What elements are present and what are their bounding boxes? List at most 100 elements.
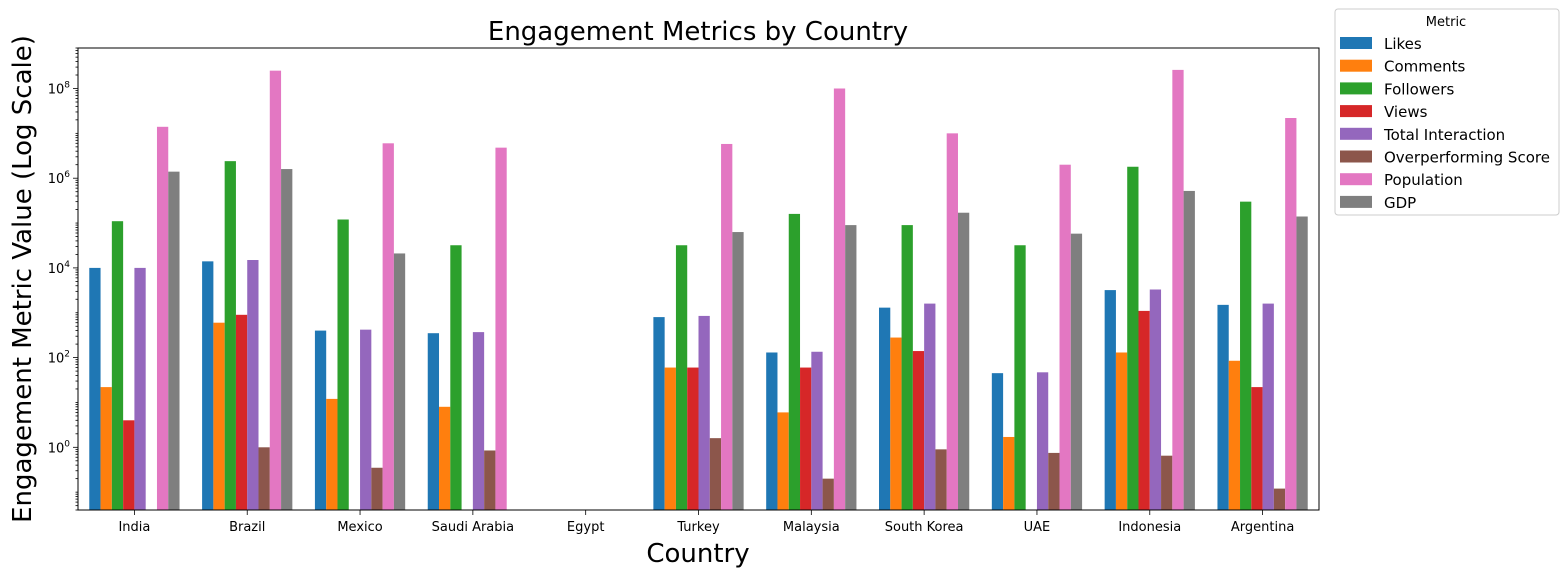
legend-label-gdp: GDP (1384, 194, 1416, 212)
bar-overperforming-score-brazil (258, 447, 270, 510)
y-tick-label: 106 (48, 170, 71, 187)
x-tick-label-india: India (118, 520, 150, 535)
bar-gdp-south-korea (957, 212, 970, 510)
bar-views-indonesia (1138, 310, 1150, 510)
bar-gdp-mexico (393, 253, 406, 510)
bar-comments-brazil (213, 322, 225, 510)
x-tick-label-brazil: Brazil (229, 520, 265, 535)
bar-comments-malaysia (777, 412, 789, 510)
legend-label-total-interaction: Total Interaction (1383, 126, 1505, 144)
bar-comments-indonesia (1115, 352, 1128, 510)
bar-population-turkey (721, 143, 733, 510)
bar-comments-uae (1003, 436, 1015, 510)
bar-overperforming-score-uae (1048, 452, 1060, 510)
legend-swatch-population (1340, 173, 1372, 186)
bar-views-malaysia (800, 367, 812, 510)
bar-gdp-uae (1070, 233, 1083, 510)
bar-likes-malaysia (766, 352, 778, 510)
bar-gdp-argentina (1296, 216, 1308, 510)
x-tick-label-mexico: Mexico (337, 520, 382, 535)
bar-views-india (123, 420, 135, 510)
bars-layer (89, 69, 1308, 511)
bar-overperforming-score-indonesia (1161, 455, 1173, 510)
bar-overperforming-score-south-korea (935, 449, 947, 510)
legend-items: Likes Comments Followers Views Total Interac… (1340, 35, 1550, 212)
legend-label-views: Views (1384, 103, 1428, 121)
legend-swatch-followers (1340, 82, 1372, 95)
bar-comments-mexico (326, 398, 338, 510)
x-tick-label-saudi-arabia: Saudi Arabia (432, 520, 515, 535)
bar-population-mexico (382, 143, 394, 511)
bar-followers-indonesia (1127, 166, 1139, 510)
bar-population-saudi-arabia (495, 147, 507, 510)
bar-overperforming-score-malaysia (822, 478, 834, 510)
legend-label-population: Population (1384, 171, 1463, 189)
y-tick-label: 102 (48, 350, 70, 367)
bar-likes-brazil (202, 261, 214, 510)
bar-population-south-korea (946, 133, 958, 510)
bar-followers-turkey (675, 245, 688, 510)
y-tick-label: 108 (48, 81, 71, 98)
bar-total-interaction-mexico (360, 329, 372, 510)
bar-views-brazil (235, 314, 248, 510)
bar-views-argentina (1251, 387, 1263, 510)
bar-population-uae (1059, 164, 1071, 510)
bar-likes-south-korea (879, 307, 891, 510)
bar-views-turkey (687, 367, 699, 510)
bar-total-interaction-malaysia (811, 351, 823, 510)
bar-overperforming-score-saudi-arabia (484, 450, 496, 510)
bar-population-brazil (269, 70, 282, 510)
bar-likes-turkey (653, 317, 665, 510)
bar-gdp-brazil (281, 169, 293, 511)
x-tick-label-uae: UAE (1024, 520, 1051, 535)
bar-likes-argentina (1217, 304, 1229, 510)
bar-likes-mexico (314, 330, 327, 510)
bar-followers-brazil (224, 161, 236, 510)
legend: Metric Likes Comments Followers Views Total … (1334, 8, 1560, 216)
bar-population-indonesia (1172, 69, 1184, 510)
bar-comments-south-korea (890, 337, 902, 510)
bar-population-argentina (1285, 118, 1297, 510)
y-tick-label: 104 (48, 260, 71, 277)
bar-total-interaction-uae (1036, 372, 1049, 510)
legend-label-followers: Followers (1384, 80, 1454, 98)
legend-label-overperforming-score: Overperforming Score (1384, 149, 1550, 167)
bar-followers-south-korea (901, 225, 913, 511)
legend-swatch-gdp (1340, 195, 1372, 208)
bar-likes-indonesia (1104, 290, 1116, 510)
bar-followers-argentina (1240, 201, 1252, 510)
y-tick-label: 100 (48, 439, 71, 456)
bar-gdp-malaysia (845, 225, 857, 511)
legend-swatch-views (1340, 105, 1372, 118)
legend-label-likes: Likes (1384, 35, 1422, 53)
bar-overperforming-score-mexico (371, 467, 383, 510)
bar-likes-saudi-arabia (427, 333, 440, 510)
bar-followers-uae (1014, 245, 1026, 510)
x-axis-label: Country (646, 539, 749, 569)
bar-comments-argentina (1228, 360, 1241, 510)
bar-total-interaction-argentina (1262, 303, 1274, 510)
x-tick-label-indonesia: Indonesia (1118, 520, 1181, 535)
bar-total-interaction-brazil (247, 260, 259, 510)
legend-label-comments: Comments (1384, 58, 1465, 76)
bar-followers-malaysia (788, 213, 801, 510)
x-tick-label-turkey: Turkey (676, 520, 720, 535)
x-tick-label-argentina: Argentina (1231, 520, 1294, 535)
y-axis: 100 102 104 106 108 (48, 47, 78, 511)
y-axis-label: Engagement Metric Value (Log Scale) (8, 35, 38, 523)
legend-swatch-likes (1340, 37, 1372, 49)
bar-gdp-india (168, 171, 180, 510)
bar-gdp-indonesia (1183, 190, 1195, 510)
legend-frame (1334, 8, 1560, 216)
legend-swatch-overperforming-score (1340, 150, 1372, 163)
bar-total-interaction-saudi-arabia (472, 332, 485, 510)
bar-gdp-turkey (732, 232, 744, 511)
bar-likes-uae (991, 373, 1004, 510)
bar-population-malaysia (833, 88, 846, 510)
bar-total-interaction-south-korea (924, 303, 936, 510)
bar-followers-mexico (337, 219, 349, 510)
bar-views-south-korea (912, 351, 925, 510)
bar-total-interaction-turkey (698, 315, 710, 510)
bar-followers-india (111, 221, 124, 510)
